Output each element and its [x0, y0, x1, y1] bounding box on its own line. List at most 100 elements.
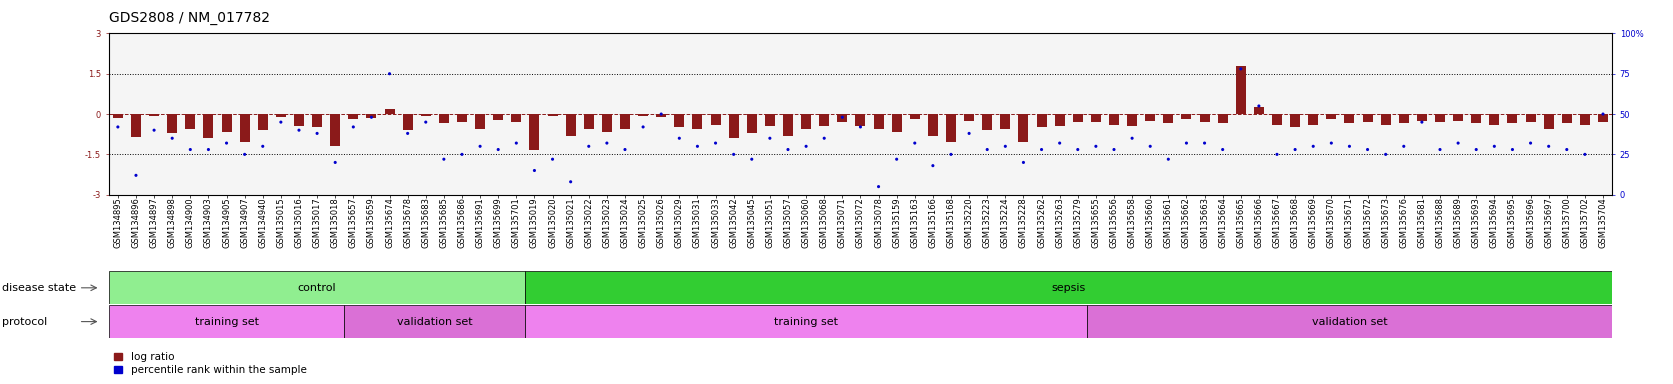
Bar [1434, 114, 1444, 122]
Point [502, 140, 529, 146]
Text: training set: training set [194, 316, 258, 327]
Bar [619, 114, 629, 129]
Point [1046, 140, 1072, 146]
Bar [1543, 114, 1553, 129]
Bar [1126, 114, 1136, 126]
Bar [1144, 114, 1154, 121]
Bar [1181, 114, 1191, 119]
Bar [149, 114, 159, 116]
Text: protocol: protocol [2, 316, 47, 327]
Text: sepsis: sepsis [1051, 283, 1086, 293]
Bar [1200, 114, 1210, 122]
Point [611, 146, 637, 152]
Bar [258, 114, 268, 130]
Bar [818, 114, 828, 126]
Point [358, 114, 385, 120]
Bar [783, 114, 793, 136]
Bar [348, 114, 358, 119]
Point [918, 162, 945, 169]
Point [756, 135, 783, 141]
Point [1407, 119, 1434, 125]
Point [159, 135, 186, 141]
Point [629, 124, 656, 130]
Point [268, 119, 294, 125]
Bar [1415, 114, 1425, 121]
Point [1516, 140, 1543, 146]
Bar [565, 114, 576, 136]
Bar [109, 305, 345, 338]
Point [249, 143, 276, 149]
Bar [475, 114, 485, 129]
Point [321, 159, 348, 166]
Point [865, 184, 892, 190]
Point [1099, 146, 1126, 152]
Bar [908, 114, 918, 119]
Bar [1380, 114, 1390, 125]
Text: validation set: validation set [397, 316, 472, 327]
Text: GDS2808 / NM_017782: GDS2808 / NM_017782 [109, 12, 269, 25]
Point [448, 151, 475, 157]
Bar [1163, 114, 1173, 124]
Point [1082, 143, 1109, 149]
Bar [420, 114, 430, 116]
Point [793, 143, 820, 149]
Point [576, 143, 602, 149]
Point [647, 111, 674, 117]
Point [430, 156, 457, 162]
Point [1298, 143, 1325, 149]
Point [212, 140, 239, 146]
Point [684, 143, 711, 149]
Point [376, 71, 403, 77]
Bar [602, 114, 612, 131]
Bar [945, 114, 955, 142]
Point [1027, 146, 1054, 152]
Point [196, 146, 223, 152]
Bar [525, 305, 1086, 338]
Bar [1561, 114, 1571, 124]
Point [1263, 151, 1290, 157]
Bar [1362, 114, 1372, 122]
Point [775, 146, 801, 152]
Bar [130, 114, 141, 137]
Point [666, 135, 693, 141]
Bar [529, 114, 539, 151]
Bar [345, 305, 525, 338]
Bar [1086, 305, 1611, 338]
Point [992, 143, 1019, 149]
Point [1353, 146, 1380, 152]
Bar [1000, 114, 1010, 129]
Bar [239, 114, 249, 142]
Bar [438, 114, 448, 124]
Bar [525, 271, 1611, 304]
Bar [1579, 114, 1589, 125]
Point [1534, 143, 1561, 149]
Bar [892, 114, 902, 131]
Bar [765, 114, 775, 126]
Point [177, 146, 204, 152]
Bar [1308, 114, 1317, 125]
Point [719, 151, 746, 157]
Point [1118, 135, 1144, 141]
Bar [366, 114, 376, 118]
Bar [746, 114, 756, 133]
Bar [276, 114, 286, 117]
Point [1245, 103, 1271, 109]
Bar [801, 114, 811, 129]
Bar [109, 271, 525, 304]
Point [1317, 140, 1343, 146]
Legend: log ratio, percentile rank within the sample: log ratio, percentile rank within the sa… [114, 352, 306, 375]
Point [955, 130, 982, 136]
Point [231, 151, 258, 157]
Bar [709, 114, 719, 125]
Bar [1253, 107, 1263, 114]
Bar [855, 114, 865, 126]
Bar [385, 109, 395, 114]
Point [104, 124, 130, 130]
Point [520, 167, 547, 174]
Point [1335, 143, 1362, 149]
Bar [167, 114, 177, 133]
Bar [1235, 66, 1245, 114]
Bar [1452, 114, 1462, 121]
Bar [186, 114, 196, 129]
Point [1136, 143, 1163, 149]
